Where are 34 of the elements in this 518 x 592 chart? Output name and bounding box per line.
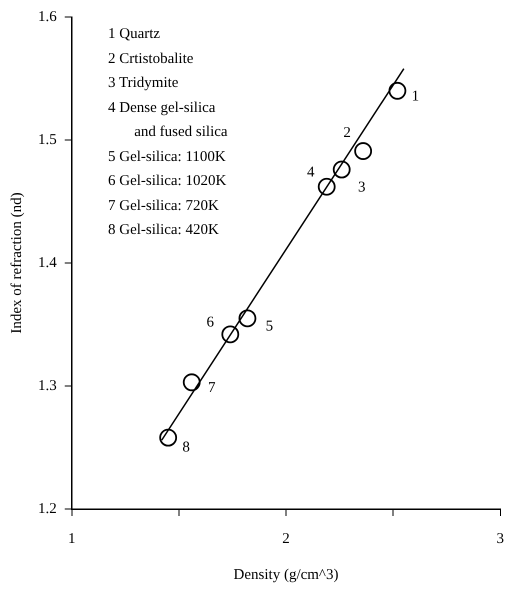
point: [159, 428, 178, 447]
annotation: 3 Tridymite: [108, 74, 180, 93]
x-tick-label: 3: [496, 530, 504, 547]
point: [238, 309, 256, 328]
annotation: 1: [412, 88, 420, 105]
y-tick-label: 1.6: [38, 8, 58, 25]
y-axis-title: Index of refraction (nd): [8, 192, 25, 334]
annotation: 8: [182, 440, 190, 456]
annotation: 5 Gel-silica: 1100K: [108, 148, 227, 166]
point: [332, 160, 351, 178]
annotation: 4 Dense gel-silica and fused silica: [108, 98, 229, 142]
annotation: 1 Quartz: [108, 25, 162, 44]
annotation: 4: [306, 164, 315, 181]
y-tick-label: 1.3: [38, 378, 57, 394]
x-tick-label: 1: [68, 530, 76, 547]
x-axis-title: Density (g/cm^3): [234, 566, 338, 583]
point: [318, 178, 336, 196]
y-tick-label: 1.2: [38, 500, 57, 517]
annotation: 7: [208, 380, 216, 396]
annotation: 5: [266, 318, 274, 334]
annotation: 7 Gel-silica: 720K: [108, 196, 220, 216]
annotation: 2 Crtistobalite: [108, 50, 194, 68]
point: [354, 142, 372, 160]
annotation: 3: [358, 179, 366, 196]
point: [182, 373, 201, 392]
annotation: 6 Gel-silica: 1020K: [108, 172, 228, 191]
annotation: 2: [343, 125, 351, 142]
annotation: 6: [206, 314, 215, 330]
y-tick-label: 1.5: [38, 132, 57, 148]
annotation: 8 Gel-silica: 420K: [108, 221, 220, 240]
point: [221, 325, 240, 344]
point: [388, 82, 406, 100]
y-tick-label: 1.4: [38, 254, 58, 271]
x-tick-label: 2: [282, 530, 290, 547]
